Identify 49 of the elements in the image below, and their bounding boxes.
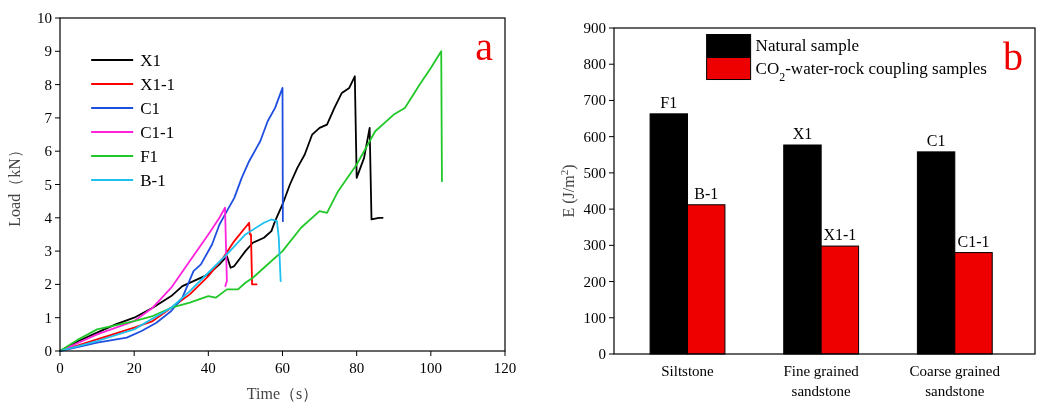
y-tick-label: 10 (37, 10, 52, 26)
x-tick-label: 80 (349, 360, 365, 376)
x-tick-label: 40 (200, 360, 216, 376)
y-tick-label: 9 (44, 43, 52, 60)
y-tick-label: 300 (583, 237, 606, 254)
x-tick-label: 100 (419, 360, 443, 376)
x-axis-title: Time（s） (246, 385, 319, 402)
y-tick-label: 4 (44, 209, 53, 226)
annotation: a (475, 24, 494, 69)
y-tick-label: 2 (44, 276, 52, 293)
data-label: X1 (792, 125, 813, 142)
y-tick-label: 5 (44, 176, 52, 193)
legend-label: F1 (140, 146, 159, 166)
y-axis-title: Load（kN） (6, 142, 23, 227)
y-tick-label: 900 (583, 20, 606, 36)
y-tick-label: 8 (44, 76, 52, 93)
annotation: b (1003, 34, 1023, 79)
legend-label: Natural sample (755, 35, 860, 55)
y-tick-label: 200 (583, 273, 606, 290)
data-label: C1-1 (957, 232, 990, 250)
x-tick-label: 0 (56, 360, 64, 376)
x-tick-label: 120 (493, 360, 517, 376)
legend-label: CO$_{2}$-water-rock coupling samples (755, 58, 987, 84)
y-tick-label: 800 (583, 56, 606, 73)
y-tick-label: 100 (583, 309, 606, 326)
y-tick-label: 0 (598, 346, 606, 362)
y-tick-label: 3 (44, 243, 52, 260)
data-label: C1 (926, 131, 946, 149)
legend-label: B-1 (140, 170, 166, 190)
y-tick-label: 400 (583, 201, 606, 218)
legend-label: C1-1 (140, 122, 175, 142)
y-tick-label: 6 (44, 143, 53, 160)
x-tick-label: Siltstone (661, 363, 715, 379)
legend-label: X1 (140, 50, 161, 70)
y-tick-label: 7 (44, 109, 53, 126)
x-tick-label: 20 (126, 360, 142, 376)
legend-label: X1-1 (140, 74, 176, 94)
y-tick-label: 600 (583, 128, 606, 145)
legend-label: C1 (140, 98, 160, 118)
data-label: F1 (660, 93, 678, 111)
x-tick-label: 60 (275, 360, 290, 376)
x-tick-label: Coarse grained sandstone (909, 363, 1001, 399)
data-label: B-1 (694, 184, 719, 202)
y-tick-label: 700 (583, 92, 606, 109)
y-tick-label: 0 (44, 343, 52, 359)
data-label: X1-1 (823, 226, 857, 244)
x-tick-label: Fine grained sandstone (783, 363, 860, 399)
y-tick-label: 500 (583, 164, 606, 181)
y-tick-label: 1 (44, 309, 52, 326)
